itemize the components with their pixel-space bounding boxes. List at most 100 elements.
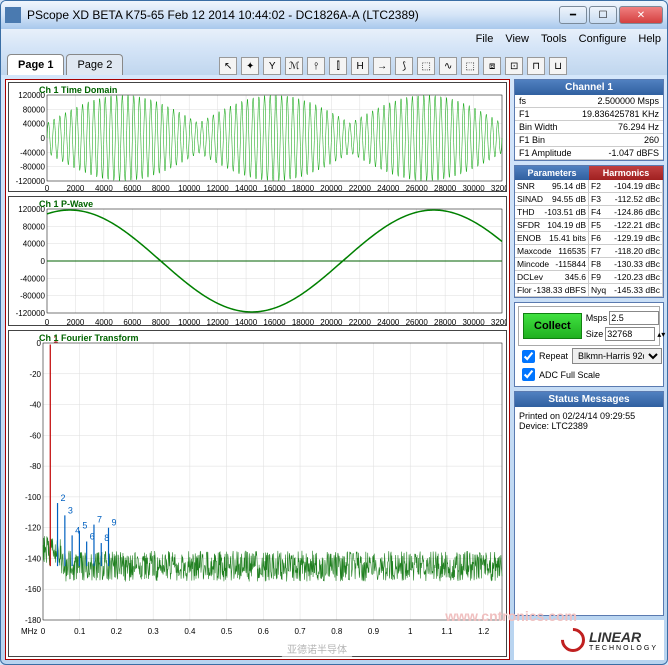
- svg-text:26000: 26000: [406, 184, 429, 193]
- param-cell: F6-129.19 dBc: [589, 232, 663, 245]
- param-cell: F7-118.20 dBc: [589, 245, 663, 258]
- toolbar-icon-4[interactable]: ⫯: [307, 57, 325, 75]
- menu-tools[interactable]: Tools: [541, 33, 567, 45]
- msps-label: Msps: [586, 313, 608, 323]
- svg-text:22000: 22000: [349, 318, 372, 327]
- titlebar[interactable]: PScope XD BETA K75-65 Feb 12 2014 10:44:…: [1, 1, 667, 29]
- svg-text:-40000: -40000: [20, 274, 45, 283]
- svg-text:-120000: -120000: [16, 309, 46, 318]
- svg-text:0.1: 0.1: [74, 627, 86, 636]
- size-input[interactable]: [605, 327, 655, 341]
- svg-text:-80000: -80000: [20, 292, 45, 301]
- menu-help[interactable]: Help: [638, 33, 661, 45]
- app-window: PScope XD BETA K75-65 Feb 12 2014 10:44:…: [0, 0, 668, 665]
- svg-text:0.4: 0.4: [184, 627, 196, 636]
- param-cell: SFDR104.19 dB: [515, 219, 589, 232]
- toolbar-icon-9[interactable]: ⬚: [417, 57, 435, 75]
- svg-text:1: 1: [408, 627, 413, 636]
- svg-text:14000: 14000: [235, 318, 258, 327]
- svg-text:-80000: -80000: [20, 163, 45, 172]
- toolbar-icon-14[interactable]: ⊓: [527, 57, 545, 75]
- toolbar-icon-11[interactable]: ⬚: [461, 57, 479, 75]
- svg-text:5: 5: [82, 521, 87, 531]
- toolbar-icon-15[interactable]: ⊔: [549, 57, 567, 75]
- tab-parameters[interactable]: Parameters: [515, 166, 589, 180]
- toolbar-icon-10[interactable]: ∿: [439, 57, 457, 75]
- svg-text:MHz: MHz: [21, 627, 37, 636]
- svg-text:32000: 32000: [491, 184, 506, 193]
- svg-text:22000: 22000: [349, 184, 372, 193]
- svg-text:6000: 6000: [123, 184, 141, 193]
- svg-text:0: 0: [41, 134, 46, 143]
- toolbar-icon-0[interactable]: ↖: [219, 57, 237, 75]
- status-panel: Status Messages Printed on 02/24/14 09:2…: [514, 391, 664, 616]
- fft-chart[interactable]: Ch 1 Fourier Transform -180-160-140-120-…: [8, 330, 507, 657]
- menu-view[interactable]: View: [505, 33, 529, 45]
- toolbar-icon-2[interactable]: Y: [263, 57, 281, 75]
- menu-file[interactable]: File: [476, 33, 494, 45]
- svg-text:14000: 14000: [235, 184, 258, 193]
- logo-area: LINEAR TECHNOLOGY: [514, 620, 664, 660]
- tabbar: Page 1 Page 2 ↖✦Yℳ⫯⫿H→⟆⬚∿⬚⧈⊡⊓⊔: [1, 49, 667, 75]
- svg-text:-20: -20: [29, 370, 41, 379]
- window-fn-select[interactable]: Blkmn-Harris 92dB: [572, 348, 662, 364]
- controls-panel: Collect Msps Size ▴▾: [514, 302, 664, 387]
- svg-text:0: 0: [41, 257, 46, 266]
- toolbar-icon-8[interactable]: ⟆: [395, 57, 413, 75]
- svg-text:-140: -140: [25, 554, 42, 563]
- chart-title-time: Ch 1 Time Domain: [39, 85, 117, 95]
- svg-text:0.6: 0.6: [258, 627, 270, 636]
- svg-text:-80: -80: [29, 462, 41, 471]
- time-domain-chart[interactable]: Ch 1 Time Domain -120000-80000-400000400…: [8, 82, 507, 192]
- size-stepper-icon[interactable]: ▴▾: [657, 330, 665, 339]
- channel-info: Channel 1 fs2.500000 MspsF119.836425781 …: [514, 79, 664, 161]
- param-cell: Mincode-115844: [515, 258, 589, 271]
- minimize-button[interactable]: ━: [559, 6, 587, 24]
- status-header: Status Messages: [515, 392, 663, 407]
- toolbar-icon-6[interactable]: H: [351, 57, 369, 75]
- adc-fullscale-checkbox[interactable]: [522, 368, 535, 381]
- side-panel: Channel 1 fs2.500000 MspsF119.836425781 …: [514, 79, 664, 660]
- svg-text:80000: 80000: [23, 105, 46, 114]
- toolbar-icon-1[interactable]: ✦: [241, 57, 259, 75]
- svg-text:0.7: 0.7: [294, 627, 306, 636]
- logo-text: LINEAR: [589, 629, 658, 645]
- param-cell: F2-104.19 dBc: [589, 180, 663, 193]
- param-cell: DCLev345.6: [515, 271, 589, 284]
- toolbar-icon-7[interactable]: →: [373, 57, 391, 75]
- toolbar-icon-3[interactable]: ℳ: [285, 57, 303, 75]
- svg-text:18000: 18000: [292, 318, 315, 327]
- repeat-checkbox[interactable]: [522, 350, 535, 363]
- chart-title-fft: Ch 1 Fourier Transform: [39, 333, 139, 343]
- svg-text:20000: 20000: [320, 318, 343, 327]
- svg-text:16000: 16000: [263, 184, 286, 193]
- svg-text:0.2: 0.2: [111, 627, 123, 636]
- close-button[interactable]: ✕: [619, 6, 663, 24]
- logo-swirl-icon: [556, 623, 590, 657]
- param-cell: F5-122.21 dBc: [589, 219, 663, 232]
- svg-text:24000: 24000: [377, 184, 400, 193]
- tab-page1[interactable]: Page 1: [7, 54, 64, 75]
- toolbar-icon-5[interactable]: ⫿: [329, 57, 347, 75]
- menu-configure[interactable]: Configure: [579, 33, 627, 45]
- collect-button[interactable]: Collect: [523, 313, 582, 339]
- svg-text:10000: 10000: [178, 184, 201, 193]
- svg-text:80000: 80000: [23, 222, 46, 231]
- svg-text:-180: -180: [25, 616, 42, 625]
- info-row: F119.836425781 KHz: [515, 108, 663, 121]
- svg-text:28000: 28000: [434, 318, 457, 327]
- toolbar-icon-12[interactable]: ⧈: [483, 57, 501, 75]
- maximize-button[interactable]: ☐: [589, 6, 617, 24]
- svg-text:9: 9: [112, 518, 117, 528]
- toolbar-icon-13[interactable]: ⊡: [505, 57, 523, 75]
- chart-title-pwave: Ch 1 P-Wave: [39, 199, 93, 209]
- status-line: Device: LTC2389: [519, 421, 659, 431]
- param-cell: ENOB15.41 bits: [515, 232, 589, 245]
- pwave-chart[interactable]: Ch 1 P-Wave -120000-80000-40000040000800…: [8, 196, 507, 326]
- tab-harmonics[interactable]: Harmonics: [589, 166, 663, 180]
- svg-text:4000: 4000: [95, 184, 113, 193]
- svg-text:0.3: 0.3: [148, 627, 160, 636]
- tab-page2[interactable]: Page 2: [66, 54, 123, 75]
- msps-input[interactable]: [609, 311, 659, 325]
- toolbar: ↖✦Yℳ⫯⫿H→⟆⬚∿⬚⧈⊡⊓⊔: [125, 57, 661, 75]
